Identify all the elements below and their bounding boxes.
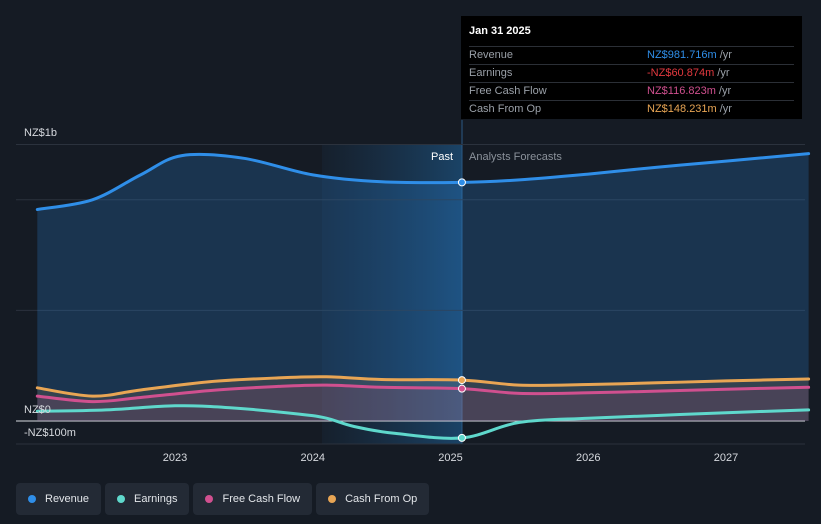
y-axis-label: -NZ$100m — [24, 427, 76, 439]
y-axis-label: NZ$1b — [24, 127, 57, 139]
tooltip-row-value: -NZ$60.874m — [647, 67, 715, 79]
legend-dot-icon — [117, 495, 126, 503]
tooltip-row-unit: /yr — [719, 49, 732, 61]
x-tick-label: 2026 — [576, 452, 600, 464]
legend: Revenue Earnings Free Cash Flow Cash Fro… — [16, 483, 430, 515]
tooltip-row-unit: /yr — [719, 103, 732, 115]
x-tick-label: 2027 — [714, 452, 738, 464]
free_cash_flow-marker — [457, 384, 466, 393]
x-tick-label: 2024 — [301, 452, 325, 464]
legend-label: Earnings — [134, 493, 178, 505]
legend-item-earnings[interactable]: Earnings — [105, 483, 190, 515]
free_cash_flow-line — [35, 383, 811, 404]
tooltip-row-unit: /yr — [717, 67, 730, 79]
tooltip-row-free-cash-flow: Free Cash Flow NZ$116.823m /yr — [469, 82, 794, 100]
forecast-label: Analysts Forecasts — [469, 151, 562, 163]
legend-label: Revenue — [45, 493, 90, 505]
x-tick-label: 2025 — [438, 452, 462, 464]
tooltip-row-earnings: Earnings -NZ$60.874m /yr — [469, 64, 794, 82]
legend-item-cash-from-op[interactable]: Cash From Op — [316, 483, 430, 515]
legend-dot-icon — [205, 495, 214, 503]
cash_from_op-marker — [457, 376, 466, 385]
revenue-line — [35, 152, 811, 211]
free_cash_flow-area — [37, 385, 809, 421]
legend-dot-icon — [328, 495, 337, 503]
revenue-marker — [457, 178, 466, 187]
legend-item-free-cash-flow[interactable]: Free Cash Flow — [193, 483, 313, 515]
tooltip-row-unit: /yr — [718, 85, 732, 97]
y-axis-label: NZ$0 — [24, 404, 51, 416]
revenue-area — [37, 153, 809, 421]
tooltip-row-cash-from-op: Cash From Op NZ$148.231m /yr — [469, 100, 794, 118]
past-label: Past — [431, 151, 453, 163]
legend-label: Cash From Op — [345, 493, 418, 505]
tooltip-row-revenue: Revenue NZ$981.716m /yr — [469, 46, 794, 64]
tooltip: Jan 31 2025 Revenue NZ$981.716m /yr Earn… — [461, 16, 802, 119]
tooltip-row-name: Earnings — [469, 67, 513, 79]
earnings-line — [35, 404, 811, 440]
tooltip-date: Jan 31 2025 — [469, 25, 531, 37]
cash_from_op-line — [35, 375, 811, 398]
earnings-marker — [457, 433, 466, 442]
x-tick-label: 2023 — [163, 452, 187, 464]
legend-label: Free Cash Flow — [222, 493, 301, 505]
tooltip-row-value: NZ$981.716m — [647, 49, 717, 61]
legend-item-revenue[interactable]: Revenue — [16, 483, 102, 515]
tooltip-row-value: NZ$116.823m — [647, 85, 716, 97]
tooltip-row-value: NZ$148.231m — [647, 103, 717, 115]
tooltip-row-name: Free Cash Flow — [469, 85, 547, 97]
past-highlight — [322, 145, 462, 444]
tooltip-row-name: Revenue — [469, 49, 514, 61]
legend-dot-icon — [28, 495, 36, 503]
tooltip-row-name: Cash From Op — [469, 103, 542, 115]
